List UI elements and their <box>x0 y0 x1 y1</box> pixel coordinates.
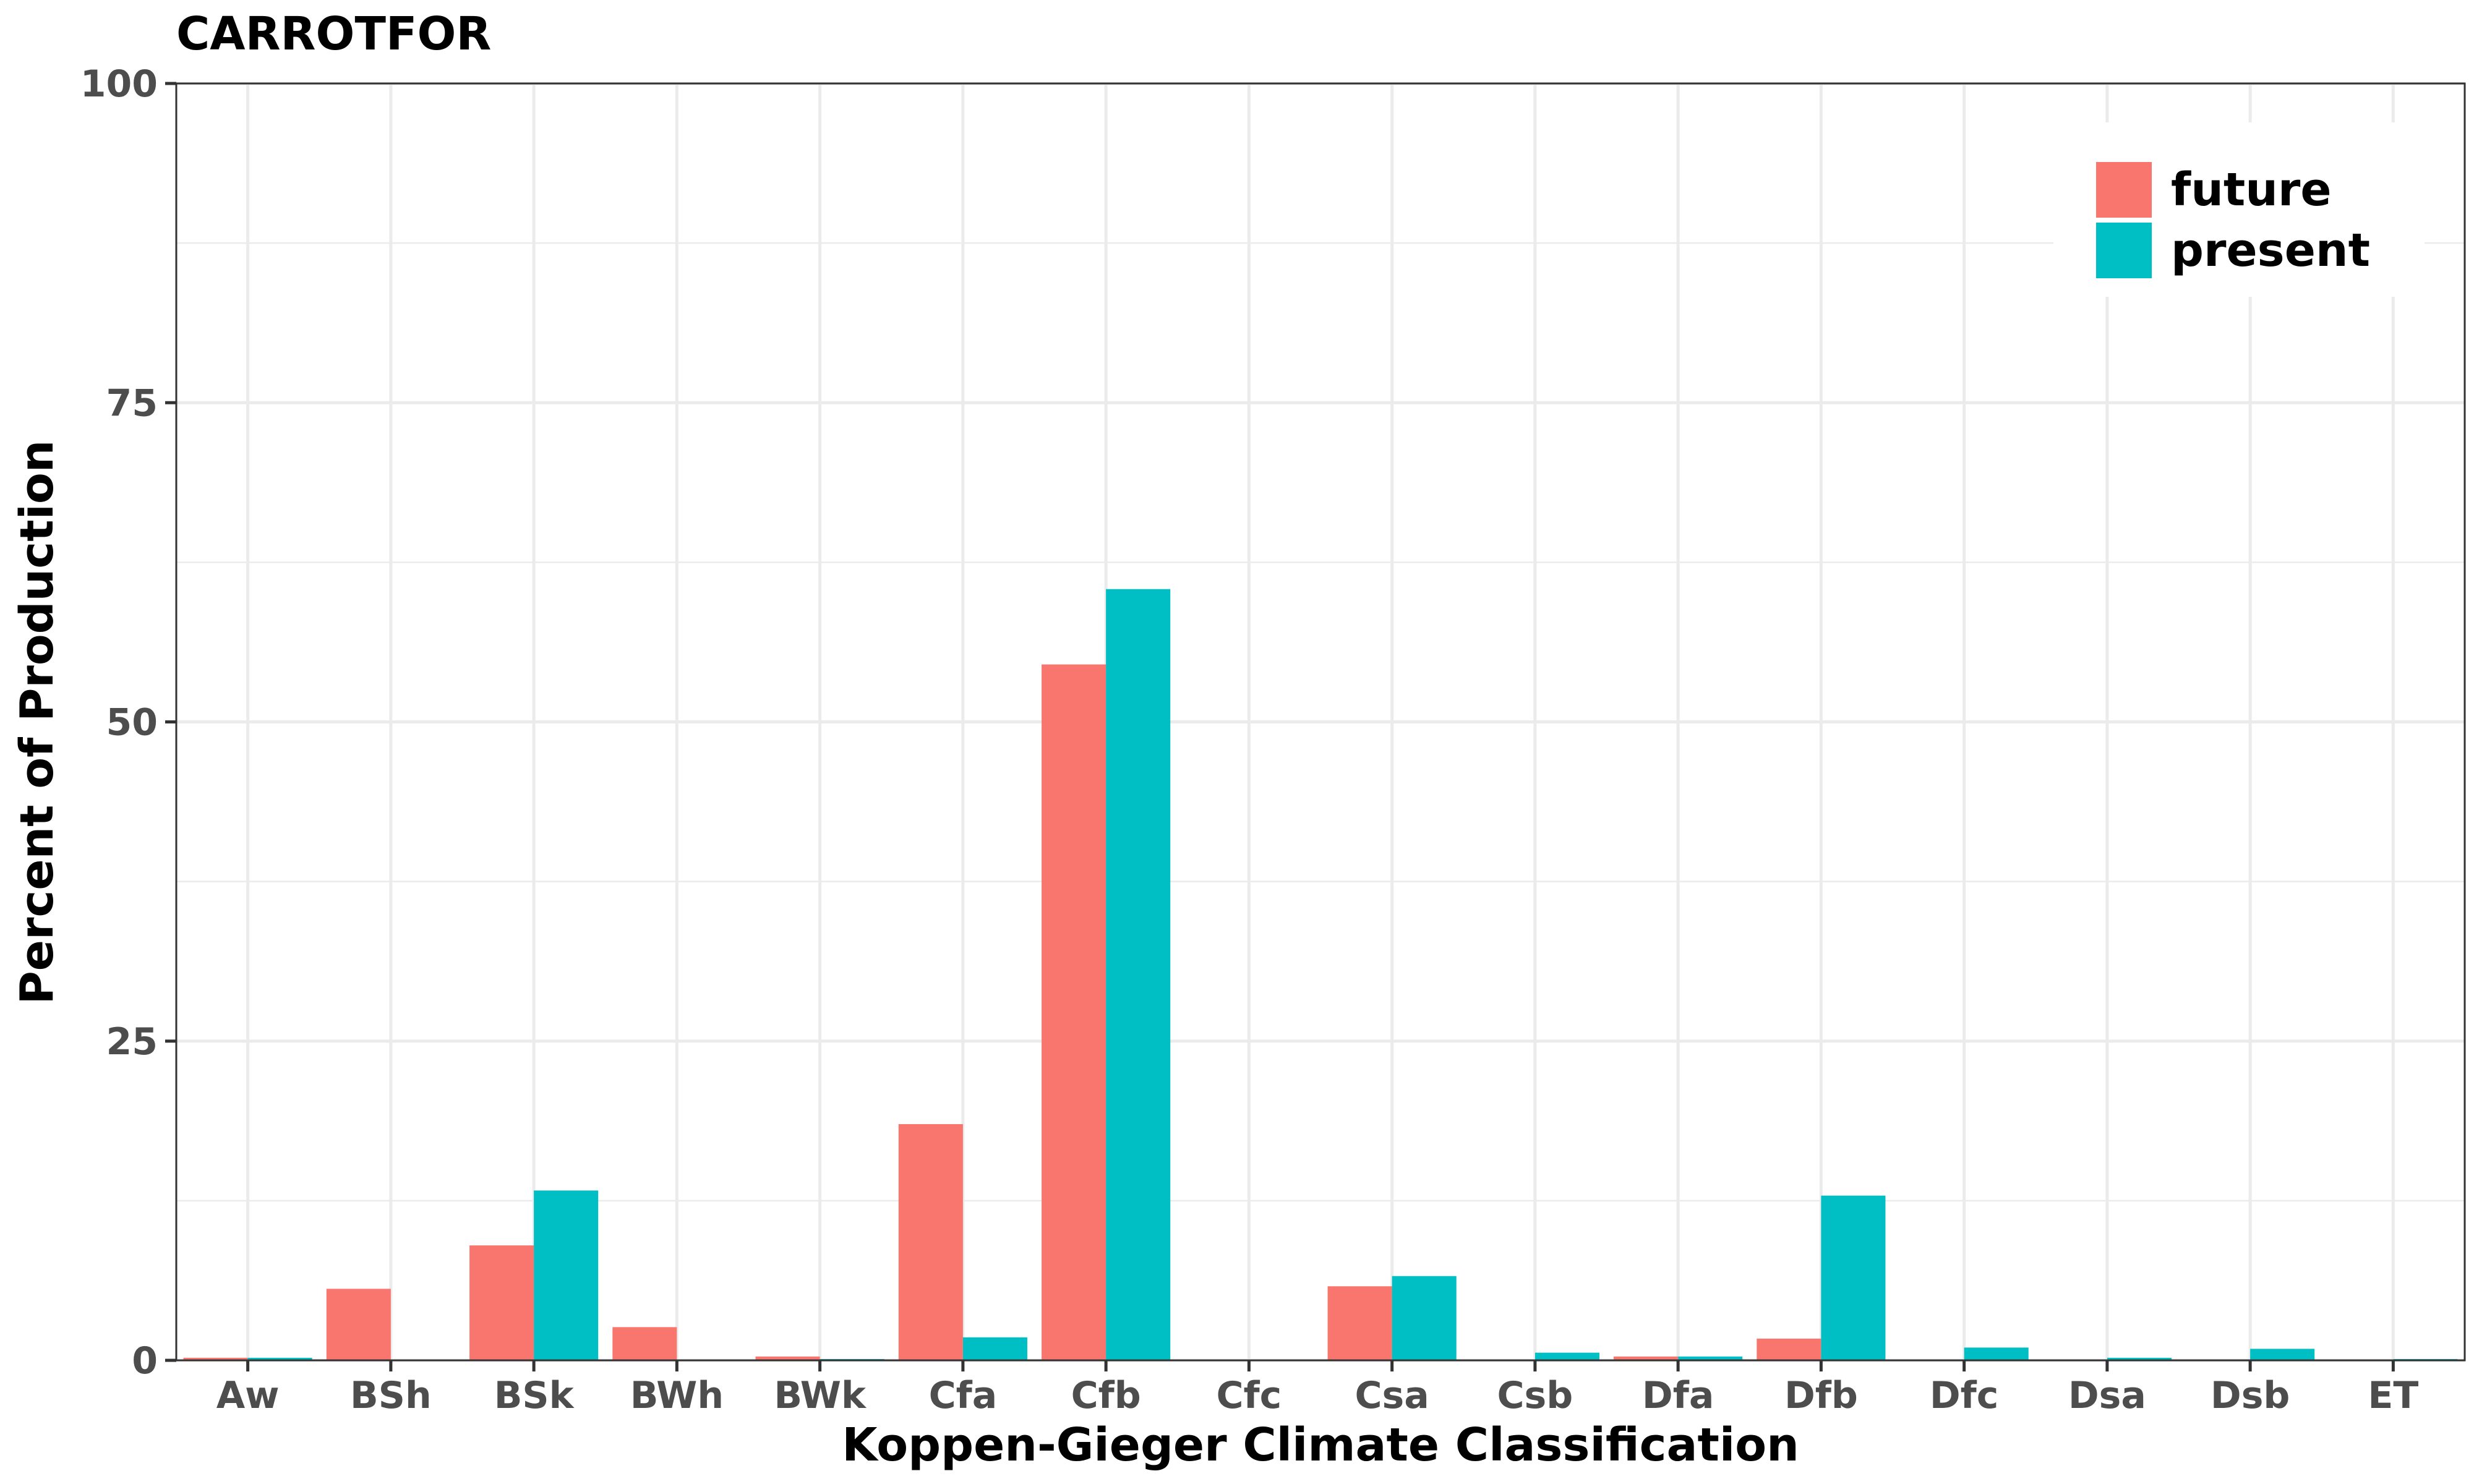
bar-present-Cfb <box>1106 589 1171 1360</box>
y-axis: 0 25 50 75 100 <box>80 62 176 1383</box>
x-tick-label: Csa <box>1355 1374 1429 1417</box>
x-tick-label: ET <box>2368 1374 2418 1417</box>
bar-future-Dfa <box>1614 1356 1679 1360</box>
bar-future-Csa <box>1327 1286 1392 1360</box>
x-tick-label: Cfa <box>929 1374 998 1417</box>
bars-group <box>183 589 2458 1360</box>
y-tick-label: 75 <box>106 382 158 425</box>
x-tick-label: BSk <box>494 1374 575 1417</box>
y-tick-label: 50 <box>106 701 158 744</box>
legend-key-future <box>2096 162 2152 218</box>
x-tick-label: Dsa <box>2068 1374 2146 1417</box>
bar-present-Csb <box>1534 1352 1599 1360</box>
bar-present-Dfb <box>1821 1195 1886 1360</box>
legend-label-present: present <box>2171 224 2370 277</box>
x-tick-label: Dfc <box>1930 1374 1998 1417</box>
x-tick-label: Dsb <box>2211 1374 2290 1417</box>
x-tick-label: Dfb <box>1784 1374 1858 1417</box>
x-tick-label: BWh <box>630 1374 724 1417</box>
bar-present-Dfa <box>1678 1356 1743 1360</box>
x-tick-label: Csb <box>1497 1374 1573 1417</box>
bar-future-BWk <box>755 1356 820 1360</box>
bar-future-BSh <box>326 1289 391 1360</box>
grid-lines <box>176 82 2465 1362</box>
bar-future-Aw <box>183 1357 248 1360</box>
legend: future present <box>2053 122 2425 297</box>
bar-present-Cfa <box>962 1337 1027 1360</box>
bar-present-Aw <box>247 1357 312 1360</box>
x-axis: Aw BSh BSk BWh BWk Cfa Cfb Cfc Csa Csb Dfa Dfb Dfc Ds… <box>216 1360 2418 1417</box>
bar-present-Csa <box>1392 1276 1457 1360</box>
bar-future-BSk <box>469 1245 534 1360</box>
bar-future-Cfa <box>898 1124 963 1360</box>
x-tick-label: BSh <box>350 1374 432 1417</box>
legend-label-future: future <box>2171 163 2332 216</box>
bar-present-Dsa <box>2107 1357 2172 1360</box>
y-tick-label: 25 <box>106 1020 158 1064</box>
x-tick-label: Dfa <box>1642 1374 1714 1417</box>
y-tick-label: 0 <box>132 1339 158 1383</box>
x-tick-label: Cfb <box>1071 1374 1141 1417</box>
y-axis-title: Percent of Production <box>11 440 64 1005</box>
legend-key-present <box>2096 223 2152 278</box>
x-axis-title: Koppen-Gieger Climate Classification <box>842 1418 1799 1472</box>
bar-future-BWh <box>612 1327 677 1360</box>
bar-present-BSk <box>534 1190 599 1360</box>
bar-future-Cfb <box>1042 664 1106 1360</box>
x-tick-label: BWk <box>774 1374 867 1417</box>
x-tick-label: Cfc <box>1217 1374 1282 1417</box>
x-tick-label: Aw <box>216 1374 280 1417</box>
y-tick-label: 100 <box>80 62 158 106</box>
chart-title: CARROTFOR <box>176 7 491 61</box>
bar-present-Dfc <box>1964 1347 2029 1360</box>
bar-present-Dsb <box>2250 1349 2315 1360</box>
bar-future-Dfb <box>1757 1338 1821 1360</box>
